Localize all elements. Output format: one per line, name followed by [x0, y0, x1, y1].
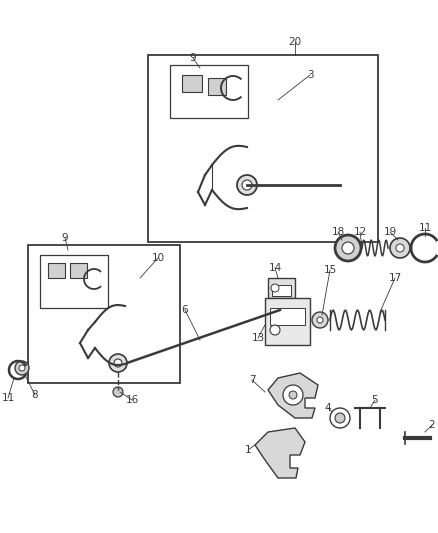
Circle shape — [113, 387, 123, 397]
Text: 6: 6 — [182, 305, 188, 315]
Bar — [170, 65, 248, 118]
Text: 10: 10 — [152, 253, 165, 263]
Circle shape — [237, 175, 257, 195]
Text: 19: 19 — [383, 227, 397, 237]
Bar — [40, 255, 108, 308]
Circle shape — [330, 408, 350, 428]
Text: 8: 8 — [32, 390, 38, 400]
Circle shape — [317, 317, 323, 323]
Circle shape — [312, 312, 328, 328]
Text: 11: 11 — [1, 393, 14, 403]
Text: 15: 15 — [323, 265, 337, 275]
Polygon shape — [255, 428, 305, 478]
Text: 4: 4 — [325, 403, 331, 413]
Text: 1: 1 — [245, 445, 251, 455]
Circle shape — [15, 361, 29, 375]
Circle shape — [342, 242, 354, 254]
Circle shape — [335, 413, 345, 423]
Text: 3: 3 — [307, 70, 313, 80]
Circle shape — [390, 238, 410, 258]
Bar — [270, 308, 305, 325]
Text: 5: 5 — [372, 395, 378, 405]
Text: 13: 13 — [251, 333, 265, 343]
Text: 11: 11 — [418, 223, 431, 233]
Circle shape — [283, 385, 303, 405]
Text: 7: 7 — [249, 375, 255, 385]
Text: 2: 2 — [429, 420, 435, 430]
Bar — [268, 278, 295, 298]
Bar — [28, 245, 180, 383]
Circle shape — [271, 284, 279, 292]
Bar — [208, 78, 226, 95]
Text: 14: 14 — [268, 263, 282, 273]
Circle shape — [289, 391, 297, 399]
Bar — [182, 75, 202, 92]
Circle shape — [109, 354, 127, 372]
Circle shape — [335, 235, 361, 261]
Circle shape — [270, 325, 280, 335]
Polygon shape — [268, 373, 318, 418]
Text: 12: 12 — [353, 227, 367, 237]
Bar — [70, 263, 87, 278]
Bar — [272, 285, 291, 296]
Circle shape — [396, 244, 404, 252]
Text: 9: 9 — [62, 233, 68, 243]
Text: 9: 9 — [190, 53, 196, 63]
Circle shape — [242, 180, 252, 190]
Text: 16: 16 — [125, 395, 138, 405]
Circle shape — [114, 359, 122, 367]
Text: 18: 18 — [332, 227, 345, 237]
Bar — [48, 263, 65, 278]
Text: 20: 20 — [289, 37, 301, 47]
Circle shape — [19, 365, 25, 371]
Text: 17: 17 — [389, 273, 402, 283]
Bar — [148, 55, 378, 242]
Bar — [265, 298, 310, 345]
